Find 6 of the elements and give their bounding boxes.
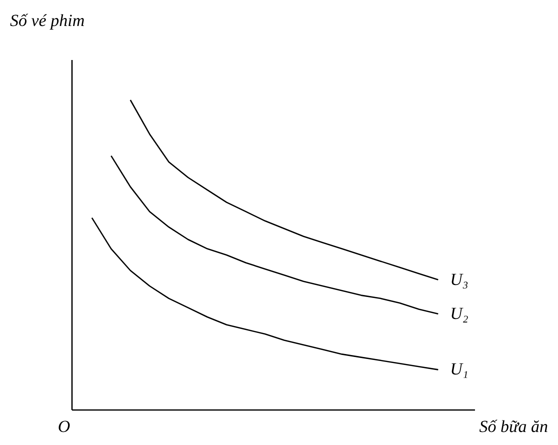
x-axis-title: Số bữa ăn [479,417,548,436]
y-axis-title: Số vé phim [10,11,85,30]
series-label: U₃ [450,270,468,289]
text: O [58,417,70,436]
series-label: U₁ [450,360,468,379]
series-label: U₂ [450,304,468,323]
